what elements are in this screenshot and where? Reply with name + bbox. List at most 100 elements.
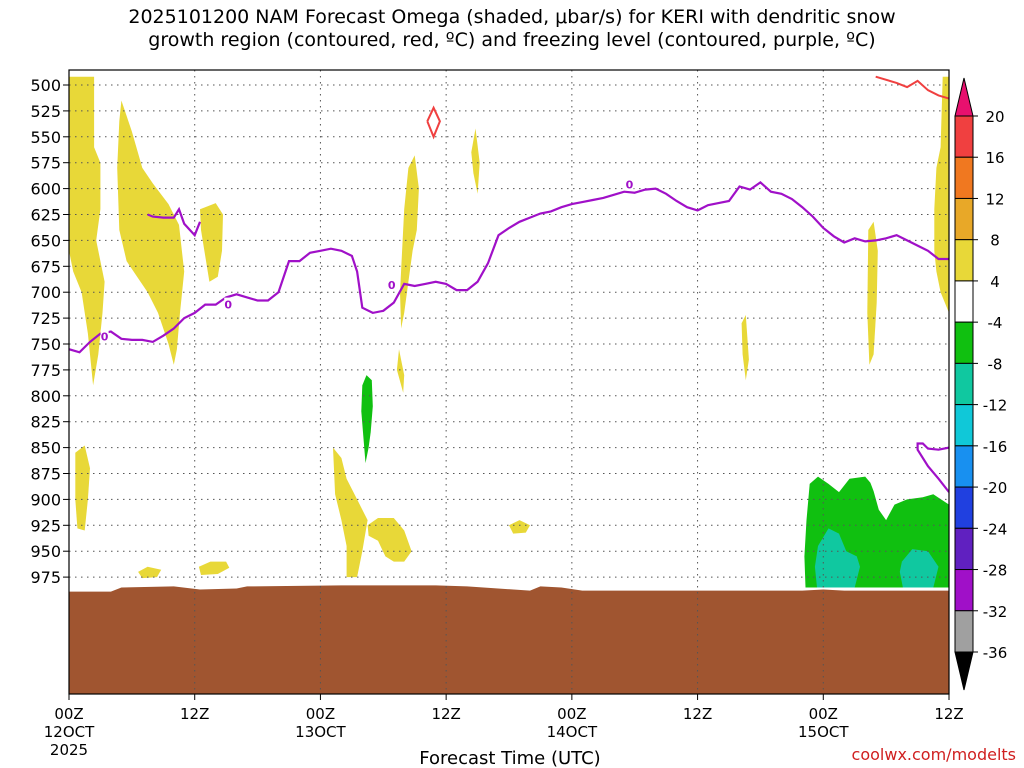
y-tick-label-10: 750 [30, 335, 61, 354]
colorbar: 20 16 12 8 4 -4 -8 -12 -16 -20 -24 -28 -32 -36 [954, 77, 1008, 691]
colorbar-label-5: -4 [988, 314, 1003, 332]
colorbar-label-6: -8 [988, 355, 1003, 373]
x-tick-label-0: 00Z [54, 705, 83, 723]
omega-region-0 [69, 76, 105, 386]
omega-region-1 [117, 100, 185, 365]
omega-region-6 [741, 315, 749, 381]
colorbar-label-9: -20 [983, 479, 1008, 497]
y-tick-label-3: 575 [30, 154, 61, 173]
colorbar-bottom-arrow [954, 651, 974, 691]
chart-title: 2025101200 NAM Forecast Omega (shaded, μ… [0, 6, 1024, 52]
omega-region-11 [367, 518, 412, 562]
y-tick-label-8: 700 [30, 283, 61, 302]
x-tick-label-6: 00Z [809, 705, 838, 723]
grid-layer [69, 70, 949, 694]
y-tick-label-11: 775 [30, 361, 61, 380]
terrain-fill [69, 585, 949, 694]
colorbar-segment-9 [954, 445, 974, 488]
x-tick-date-0: 12OCT [44, 723, 95, 741]
colorbar-label-4: 4 [990, 273, 1000, 291]
contour-label-2: 0 [388, 279, 396, 292]
x-tick-label-5: 12Z [683, 705, 712, 723]
omega-region-8 [934, 76, 949, 313]
chart-title-line1: 2025101200 NAM Forecast Omega (shaded, μ… [128, 6, 896, 28]
contour-layer: 0 0 0 0 [69, 75, 949, 493]
omega-shading-layer [69, 76, 949, 588]
contour-label-3: 0 [626, 178, 634, 191]
contour-label-bg-1 [224, 297, 233, 310]
y-tick-label-4: 600 [30, 180, 61, 199]
freezing-level-contour-2 [147, 206, 202, 238]
colorbar-top-arrow [954, 77, 974, 117]
y-tick-label-7: 675 [30, 257, 61, 276]
y-tick-label-12: 800 [30, 387, 61, 406]
dgz-contour-0 [426, 105, 441, 140]
plot-frame [68, 69, 950, 695]
y-tick-label-13: 825 [30, 413, 61, 432]
x-tick-date-4: 14OCT [547, 723, 598, 741]
dgz-contour-1 [875, 75, 949, 100]
omega-region-12 [509, 520, 530, 534]
colorbar-segment-13 [954, 610, 974, 653]
y-tick-label-6: 650 [30, 231, 61, 250]
colorbar-segment-8 [954, 404, 974, 447]
colorbar-segment-6 [954, 321, 974, 364]
x-tick-label-2: 00Z [306, 705, 335, 723]
omega-region-18 [899, 549, 939, 588]
colorbar-segment-7 [954, 362, 974, 406]
y-tick-label-17: 925 [30, 516, 61, 535]
colorbar-label-11: -28 [983, 562, 1008, 580]
omega-region-13 [138, 566, 162, 579]
omega-region-5 [396, 349, 405, 393]
omega-region-4 [471, 128, 480, 194]
y-tick-label-14: 850 [30, 439, 61, 458]
y-tick-label-9: 725 [30, 309, 61, 328]
x-axis-label: Forecast Time (UTC) [419, 748, 600, 768]
contour-label-bg-0 [100, 329, 109, 342]
x-tick-date-6: 15OCT [798, 723, 849, 741]
freezing-level-contour-3 [916, 442, 949, 493]
colorbar-label-7: -12 [983, 397, 1008, 415]
y-axis: 500 525 550 575 600 625 650 675 700 725 750 775 800 8… [30, 76, 69, 587]
colorbar-label-10: -24 [983, 520, 1008, 538]
x-tick-label-1: 12Z [180, 705, 209, 723]
x-tick-label-7: 12Z [934, 705, 963, 723]
contour-label-0: 0 [101, 331, 109, 344]
terrain-layer [69, 585, 949, 694]
colorbar-label-1: 16 [985, 149, 1004, 167]
colorbar-label-0: 20 [985, 108, 1004, 126]
omega-region-9 [75, 445, 90, 531]
colorbar-segment-5 [954, 280, 974, 323]
y-tick-label-19: 975 [30, 568, 61, 587]
omega-region-7 [867, 221, 878, 365]
colorbar-label-13: -36 [983, 644, 1008, 662]
omega-region-14 [198, 561, 230, 575]
colorbar-label-8: -16 [983, 438, 1008, 456]
x-tick-date-2: 13OCT [295, 723, 346, 741]
omega-region-10 [333, 447, 368, 578]
omega-region-3 [400, 155, 419, 329]
contour-label-bg-2 [387, 277, 396, 290]
freezing-level-contour [69, 181, 949, 354]
y-tick-label-0: 500 [30, 76, 61, 95]
x-tick-label-4: 00Z [557, 705, 586, 723]
colorbar-label-3: 8 [990, 232, 1000, 250]
colorbar-segment-2 [954, 156, 974, 199]
x-tick-year-0: 2025 [50, 741, 88, 759]
colorbar-segment-4 [954, 239, 974, 282]
y-tick-label-1: 525 [30, 102, 61, 121]
credit-link[interactable]: coolwx.com/modelts [852, 745, 1016, 764]
colorbar-segment-10 [954, 486, 974, 529]
contour-label-bg-3 [625, 177, 634, 190]
y-tick-label-15: 875 [30, 465, 61, 484]
colorbar-label-2: 12 [985, 190, 1004, 208]
colorbar-segment-11 [954, 527, 974, 571]
contour-label-1: 0 [224, 299, 232, 312]
y-tick-label-16: 900 [30, 490, 61, 509]
colorbar-label-12: -32 [983, 603, 1008, 621]
omega-region-15 [361, 375, 373, 464]
colorbar-segment-1 [954, 115, 974, 158]
colorbar-segment-3 [954, 197, 974, 241]
